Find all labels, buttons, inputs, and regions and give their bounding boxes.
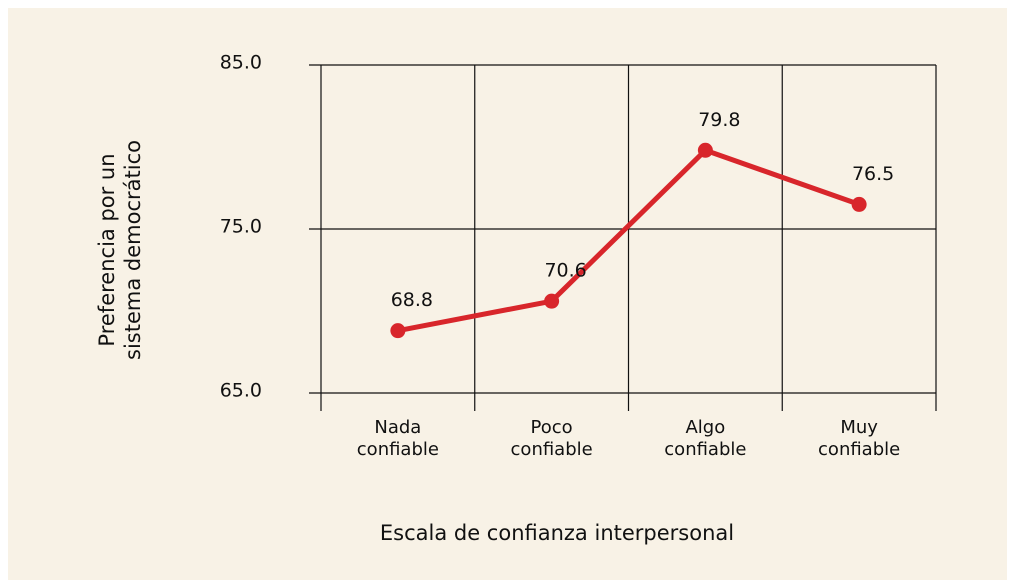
- x-tick-label: Muy confiable: [818, 417, 901, 460]
- y-axis-label: Preferencia por un sistema democrático: [95, 140, 145, 360]
- data-label: 76.5: [852, 163, 894, 185]
- x-tick-label: Poco confiable: [510, 417, 593, 460]
- x-tick-label: Algo confiable: [664, 417, 747, 460]
- y-tick-label: 65.0: [220, 380, 262, 402]
- panel: [8, 8, 1007, 580]
- data-label: 79.8: [698, 109, 740, 131]
- data-point: [851, 196, 867, 212]
- data-point: [544, 293, 560, 309]
- data-point: [697, 142, 713, 158]
- data-label: 68.8: [391, 289, 433, 311]
- series-line: [397, 147, 860, 334]
- x-tick-label: Nada confiable: [356, 417, 439, 460]
- y-tick-label: 75.0: [220, 216, 262, 238]
- data-label: 70.6: [544, 260, 586, 282]
- x-axis-label: Escala de confianza interpersonal: [379, 521, 735, 545]
- data-point: [390, 323, 406, 339]
- y-tick-label: 85.0: [220, 52, 262, 74]
